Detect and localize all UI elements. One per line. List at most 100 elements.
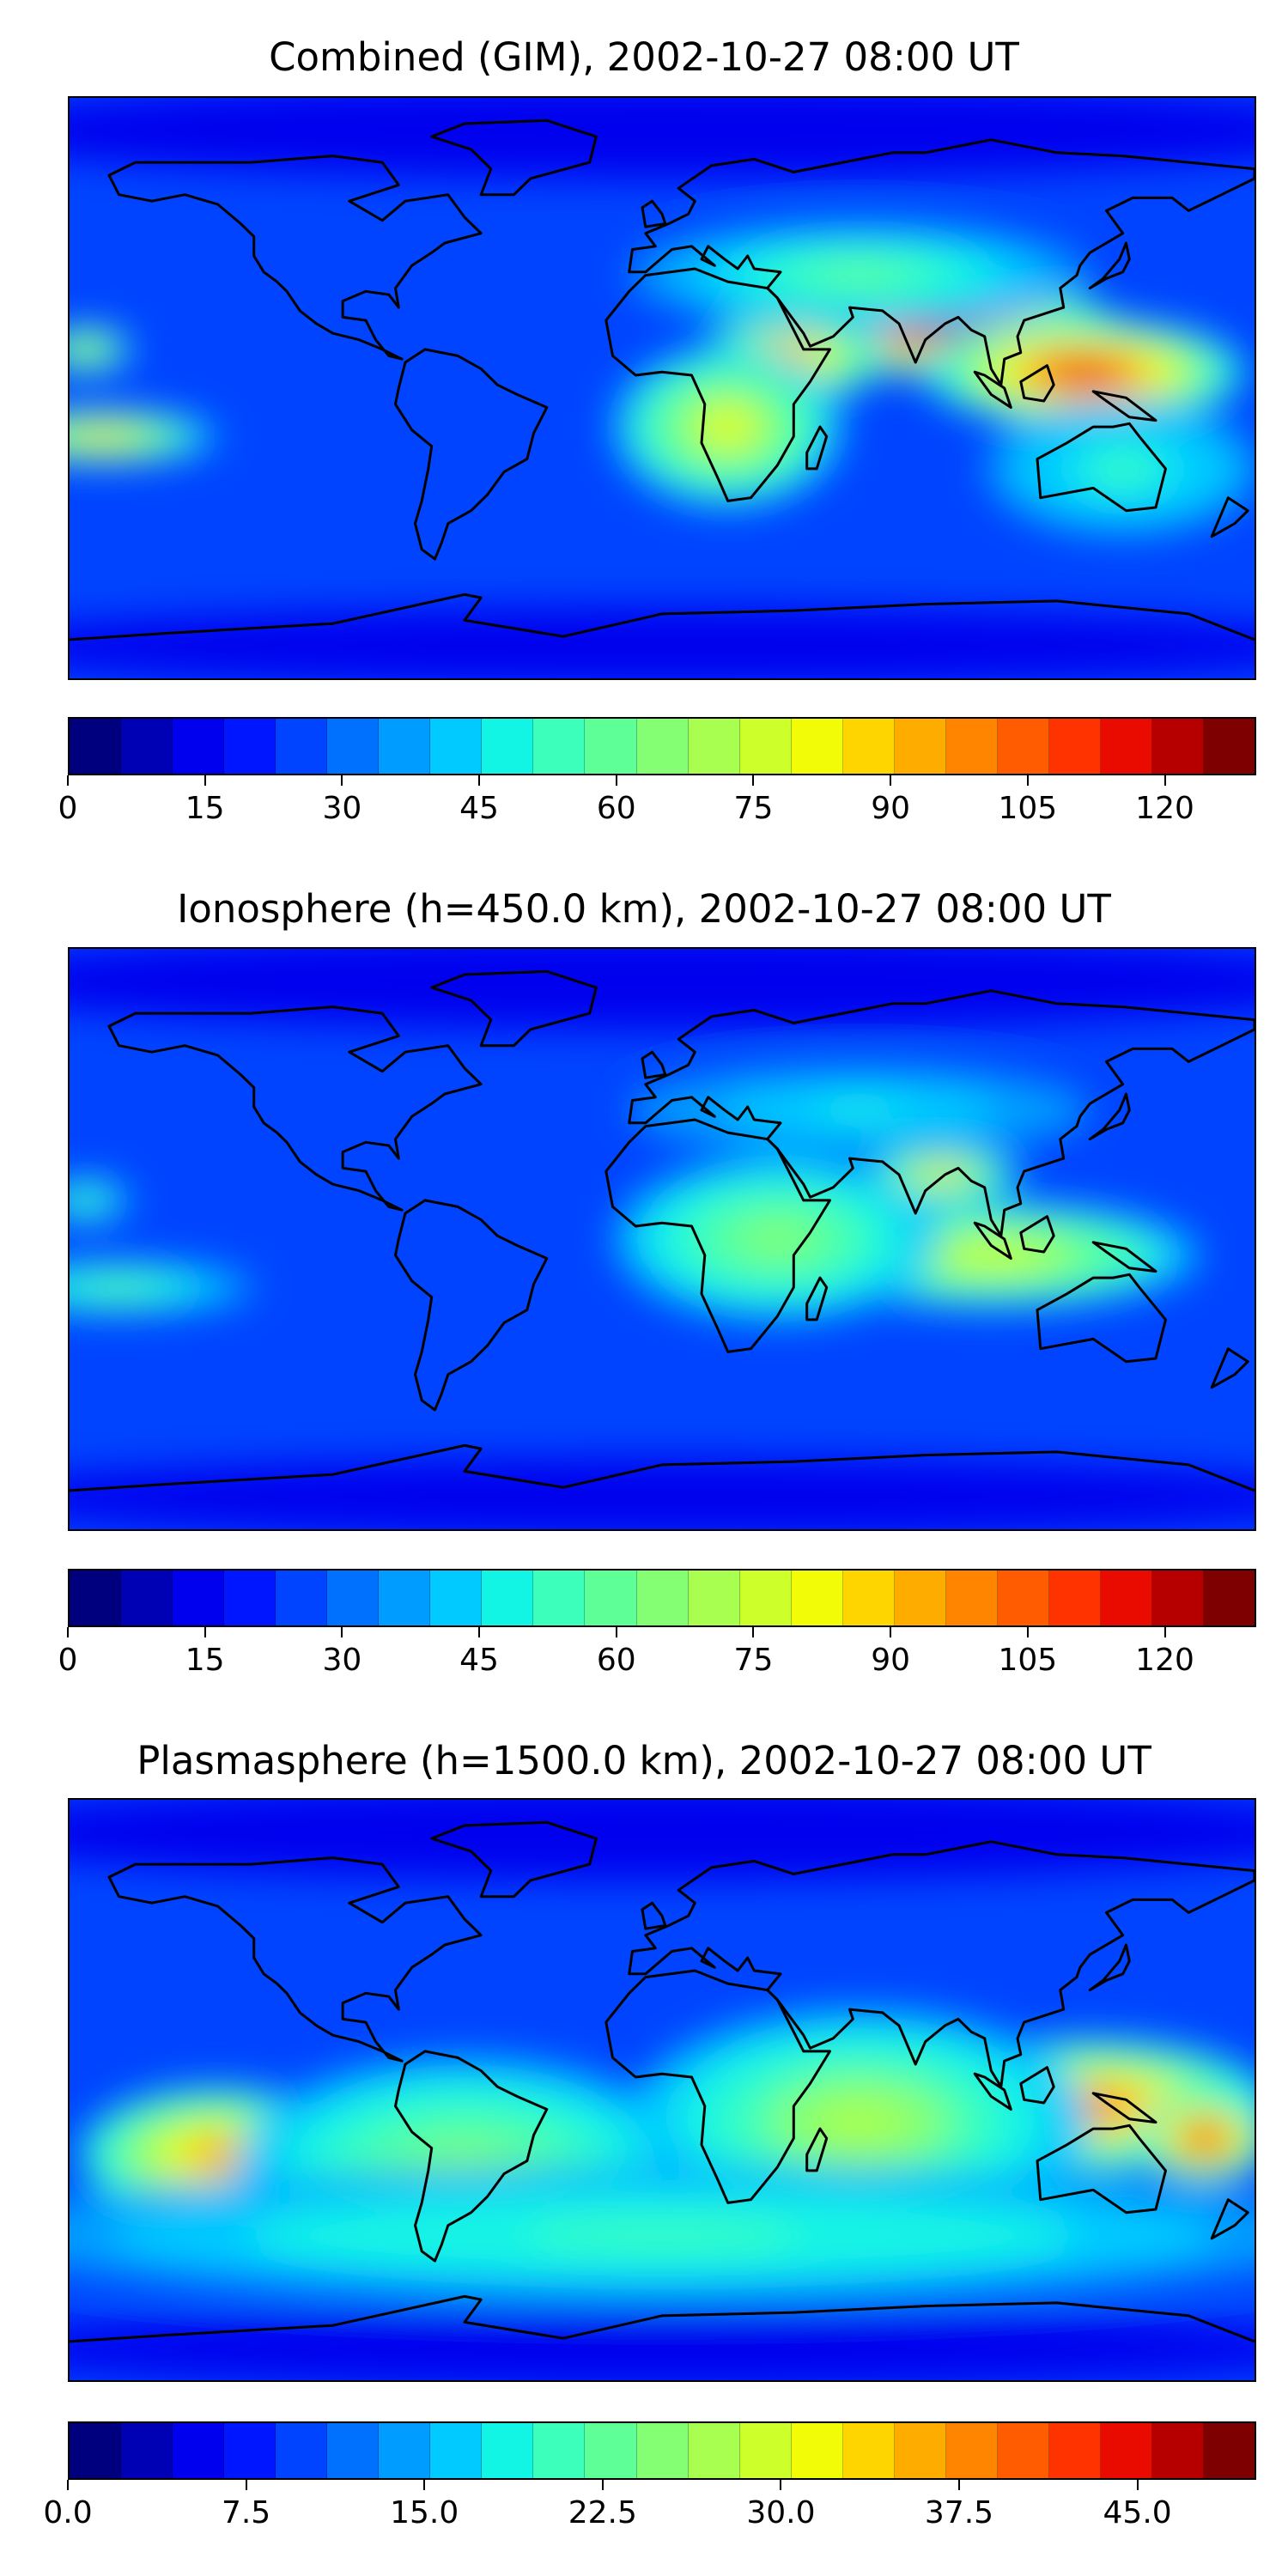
colorbar-segment bbox=[276, 1571, 328, 1625]
colorbar-tick-label: 22.5 bbox=[568, 2495, 637, 2530]
colorbar-tick-label: 90 bbox=[871, 1643, 911, 1678]
colorbar-segment bbox=[1204, 719, 1255, 774]
tec-contour bbox=[813, 1101, 906, 1120]
colorbar-ticks: 0 15 30 45 60 75 90 105 120 bbox=[58, 775, 1256, 827]
tec-contour bbox=[1051, 361, 1116, 383]
coastline-north-america bbox=[107, 1005, 483, 1212]
colorbar-tick-label: 120 bbox=[1135, 791, 1194, 826]
colorbar-segment bbox=[327, 2423, 380, 2478]
polar-band bbox=[70, 607, 1255, 678]
colorbar-tick-label: 75 bbox=[733, 1643, 774, 1678]
colorbar-segment bbox=[173, 2423, 225, 2478]
coastline-borneo-sumatra bbox=[973, 2072, 1012, 2111]
polar-band bbox=[70, 1800, 1255, 1880]
colorbar-segment bbox=[379, 2423, 431, 2478]
coastline-australia bbox=[1036, 1273, 1167, 1364]
tec-contour bbox=[76, 1195, 95, 1206]
coastline-new-guinea bbox=[1091, 390, 1157, 422]
coastline-greenland bbox=[430, 118, 598, 197]
tec-field bbox=[70, 98, 1255, 678]
colorbar-segment bbox=[482, 1571, 534, 1625]
coastlines bbox=[70, 969, 1255, 1492]
map-svg bbox=[70, 1800, 1255, 2380]
tec-contour bbox=[91, 1282, 147, 1293]
coastline-south-america bbox=[394, 2050, 549, 2263]
tec-contour bbox=[1191, 2129, 1219, 2148]
colorbar-tick-label: 105 bbox=[998, 1643, 1058, 1678]
coastline-north-america bbox=[107, 155, 483, 361]
polar-band bbox=[70, 1458, 1255, 1529]
coastline-new-zealand bbox=[1210, 496, 1249, 538]
colorbar-segment bbox=[224, 2423, 276, 2478]
coastline-madagascar bbox=[805, 425, 829, 471]
colorbar-tick bbox=[1163, 775, 1166, 786]
colorbar-tick bbox=[890, 775, 892, 786]
colorbar-tick-label: 75 bbox=[733, 791, 774, 826]
coastline-japan bbox=[1088, 1092, 1131, 1141]
tec-contour bbox=[79, 431, 126, 442]
colorbar-segment bbox=[1048, 2423, 1101, 2478]
colorbar-segment bbox=[894, 2423, 946, 2478]
colorbar-tick-label: 15 bbox=[185, 791, 225, 826]
coastline-new-guinea bbox=[1091, 2092, 1157, 2124]
colorbar-segment bbox=[121, 719, 173, 774]
colorbar-segment bbox=[688, 1571, 740, 1625]
colorbar-segment bbox=[1100, 1571, 1152, 1625]
colorbar-tick bbox=[615, 1627, 617, 1637]
colorbar-tick-label: 37.5 bbox=[924, 2495, 994, 2530]
coastline-south-america bbox=[394, 1199, 549, 1412]
map-svg bbox=[70, 98, 1255, 678]
coastline-africa bbox=[605, 1969, 831, 2204]
colorbar-tick bbox=[478, 1627, 481, 1637]
colorbar-segment bbox=[636, 2423, 689, 2478]
coastline-new-zealand bbox=[1210, 1347, 1249, 1389]
colorbar-segment bbox=[997, 719, 1049, 774]
colorbar-tick-label: 120 bbox=[1135, 1643, 1194, 1678]
coastline-uk bbox=[641, 199, 667, 228]
tec-field bbox=[70, 949, 1255, 1529]
colorbar-tick bbox=[780, 2480, 782, 2490]
tec-contour bbox=[744, 1223, 810, 1255]
polar-band bbox=[70, 949, 1255, 1030]
colorbar-tick-label: 15.0 bbox=[390, 2495, 459, 2530]
colorbar-tick-label: 60 bbox=[596, 791, 636, 826]
colorbar-segment bbox=[121, 1571, 173, 1625]
coastline-uk bbox=[641, 1901, 667, 1930]
coastline-eurasia bbox=[628, 989, 1255, 1237]
colorbar-segment bbox=[585, 1571, 637, 1625]
colorbar-tick bbox=[478, 775, 481, 786]
colorbar-tick-label: 45 bbox=[459, 791, 499, 826]
polar-band bbox=[70, 2309, 1255, 2380]
colorbar-tick-label: 30 bbox=[322, 1643, 362, 1678]
colorbar-segment bbox=[894, 1571, 946, 1625]
tec-contour bbox=[704, 410, 751, 443]
tec-map bbox=[68, 947, 1256, 1531]
colorbar-segment bbox=[945, 719, 998, 774]
tec-contour bbox=[950, 1244, 1033, 1267]
tec-contour bbox=[813, 264, 906, 287]
colorbar-segment bbox=[791, 1571, 843, 1625]
coastline-africa bbox=[605, 1118, 831, 1353]
colorbar-tick bbox=[67, 2480, 69, 2490]
coastline-australia bbox=[1036, 422, 1167, 513]
colorbar-tick-label: 90 bbox=[871, 791, 911, 826]
colorbar-segment bbox=[482, 719, 534, 774]
colorbar-segment bbox=[842, 719, 895, 774]
tec-contour bbox=[813, 2099, 906, 2145]
colorbar-segment bbox=[791, 2423, 843, 2478]
colorbar-segment bbox=[894, 719, 946, 774]
colorbar-segment bbox=[945, 1571, 998, 1625]
colorbar-segment bbox=[1151, 719, 1205, 774]
coastline-uk bbox=[641, 1050, 667, 1079]
colorbar-segment bbox=[1100, 2423, 1152, 2478]
colorbar-ticks: 0.0 7.5 15.0 22.5 30.0 37.5 45.0 bbox=[43, 2480, 1256, 2531]
colorbar-segment bbox=[585, 2423, 637, 2478]
colorbar-segment bbox=[224, 1571, 276, 1625]
coastline-eurasia bbox=[628, 138, 1255, 386]
colorbar-tick bbox=[601, 2480, 604, 2490]
colorbar-segment bbox=[482, 2423, 534, 2478]
panel-title: Ionosphere (h=450.0 km), 2002-10-27 08:0… bbox=[177, 886, 1111, 932]
colorbar-tick bbox=[67, 1627, 69, 1637]
colorbar-segment bbox=[997, 2423, 1049, 2478]
colorbar-tick-label: 0 bbox=[58, 1643, 78, 1678]
